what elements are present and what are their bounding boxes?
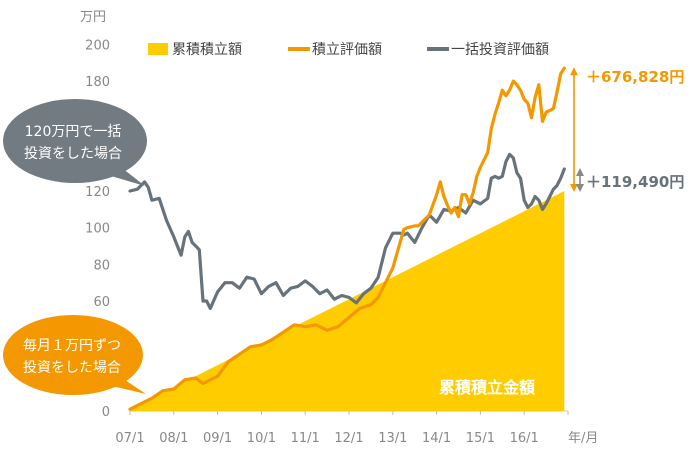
gain-gray-arrow [576, 168, 584, 193]
y-tick-label: 80 [93, 258, 110, 273]
gain-gray-label: ＋119,490円 [586, 173, 684, 191]
x-tick-label: 09/1 [203, 431, 232, 446]
callouts: 120万円で一括 投資をした場合 毎月１万円ずつ 投資をした場合 [3, 99, 147, 395]
legend-label: 一括投資評価額 [451, 42, 549, 58]
x-tick-label: 16/1 [510, 431, 539, 446]
callout-lump-sum: 120万円で一括 投資をした場合 [3, 99, 147, 186]
x-unit-label: 年/月 [568, 431, 598, 446]
callout-monthly-line2: 投資をした場合 [23, 360, 121, 376]
y-tick-label: 60 [93, 295, 110, 310]
legend-swatch [148, 43, 168, 55]
y-tick-label: 100 [85, 222, 110, 237]
x-tick-label: 14/1 [422, 431, 451, 446]
callout-lump-sum-line1: 120万円で一括 [25, 124, 122, 140]
y-unit-label: 万円 [80, 10, 106, 25]
callout-monthly-line1: 毎月１万円ずつ [23, 338, 121, 354]
gain-orange-arrow [570, 67, 578, 193]
y-tick-label: 200 [85, 38, 110, 53]
series-line-accumulation [128, 66, 566, 411]
x-tick-label: 11/1 [291, 431, 320, 446]
x-tick-label: 15/1 [466, 431, 495, 446]
y-tick-label: 120 [85, 185, 110, 200]
x-tick-label: 08/1 [159, 431, 188, 446]
axes: 万円 年/月 [80, 10, 598, 446]
legend-label: 積立評価額 [312, 42, 382, 58]
legend-label: 累積積立額 [172, 42, 242, 58]
callout-lump-sum-line2: 投資をした場合 [24, 146, 122, 162]
x-tick-label: 12/1 [334, 431, 363, 446]
x-tick-label: 07/1 [115, 431, 144, 446]
x-tick-label: 13/1 [378, 431, 407, 446]
x-tick-label: 10/1 [247, 431, 276, 446]
series-line-lump-sum [128, 152, 566, 310]
y-tick-label: 180 [85, 75, 110, 90]
gain-orange-label: ＋676,828円 [586, 68, 684, 86]
area-label: 累積積立金額 [439, 378, 535, 397]
legend: 累積積立額 積立評価額 一括投資評価額 [148, 42, 549, 58]
y-tick-label: 0 [102, 405, 110, 420]
callout-monthly: 毎月１万円ずつ 投資をした場合 [3, 315, 146, 395]
annotations: 累積積立金額 ＋676,828円 ＋119,490円 [439, 67, 684, 397]
series [128, 66, 566, 411]
